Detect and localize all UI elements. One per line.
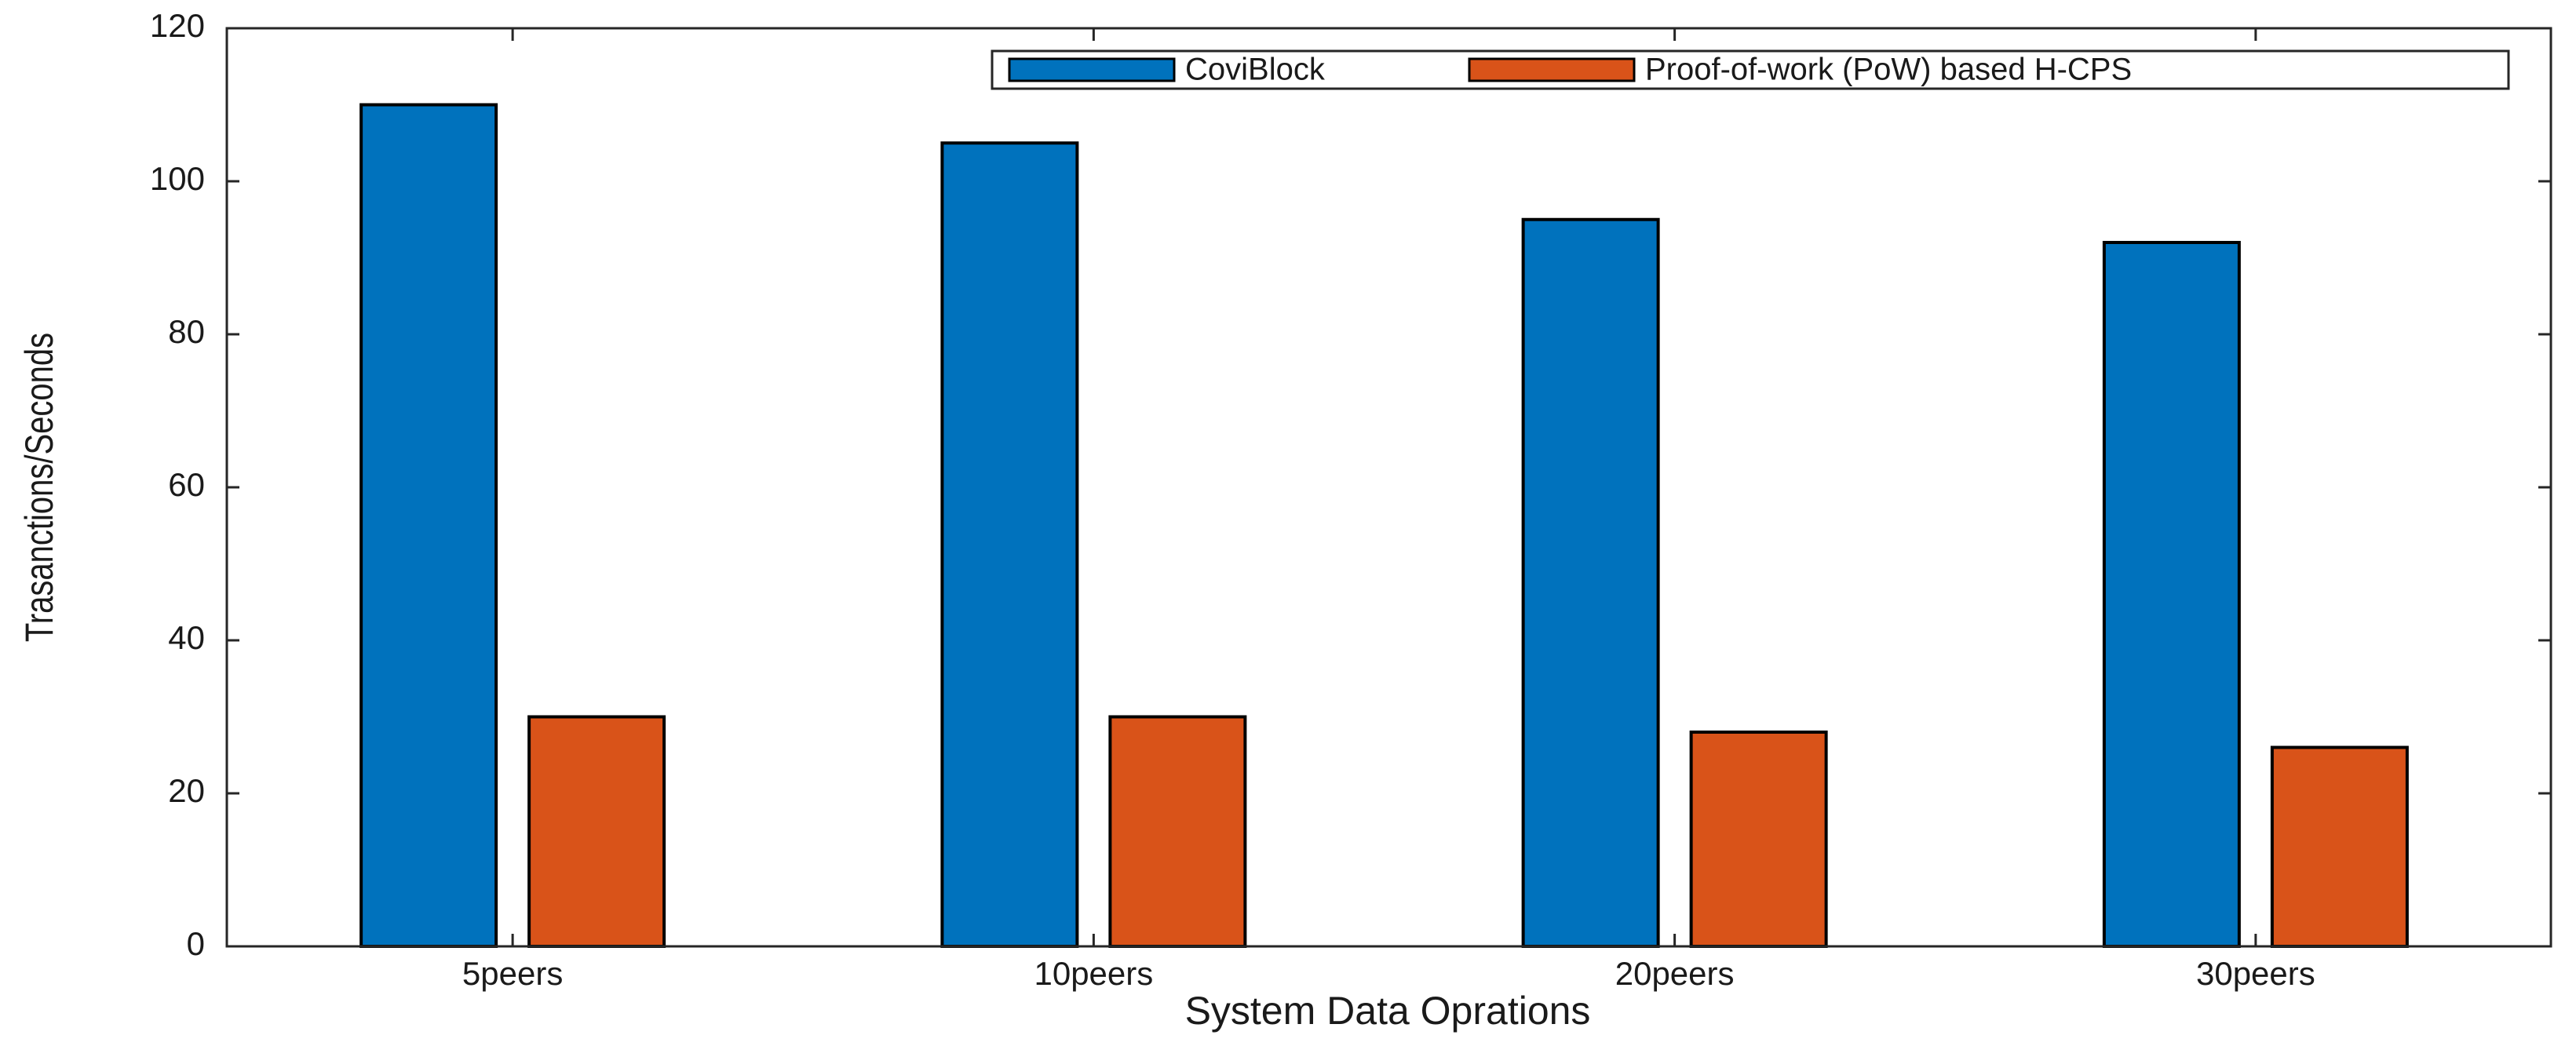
y-tick-label: 40 bbox=[168, 619, 205, 656]
bar bbox=[2270, 745, 2409, 948]
plot-frame bbox=[225, 27, 2552, 948]
y-tick-label: 0 bbox=[187, 925, 205, 962]
legend-box bbox=[991, 49, 2510, 90]
x-tick-label: 20peers bbox=[1615, 955, 1735, 992]
y-tick-label: 60 bbox=[168, 466, 205, 503]
legend-swatch bbox=[1008, 57, 1176, 82]
legend-label: Proof-of-work (PoW) based H-CPS bbox=[1645, 53, 2132, 87]
x-axis-label: System Data Oprations bbox=[1185, 989, 1591, 1033]
bar bbox=[940, 141, 1079, 948]
legend-swatch bbox=[1468, 57, 1636, 82]
x-tick-label: 5peers bbox=[462, 955, 563, 992]
bar bbox=[359, 103, 498, 948]
x-tick-label: 10peers bbox=[1034, 955, 1153, 992]
y-tick-label: 120 bbox=[150, 7, 205, 44]
y-tick-label: 100 bbox=[150, 160, 205, 197]
y-tick-label: 80 bbox=[168, 313, 205, 350]
x-tick-label: 30peers bbox=[2196, 955, 2315, 992]
y-tick-label: 20 bbox=[168, 772, 205, 809]
bar bbox=[1521, 217, 1660, 948]
bar bbox=[1689, 731, 1828, 948]
legend-label: CoviBlock bbox=[1185, 53, 1326, 87]
bar bbox=[527, 715, 666, 948]
bar bbox=[2102, 241, 2241, 948]
y-axis-label: Trasanctions/Seconds bbox=[17, 333, 61, 642]
bar bbox=[1108, 715, 1247, 948]
